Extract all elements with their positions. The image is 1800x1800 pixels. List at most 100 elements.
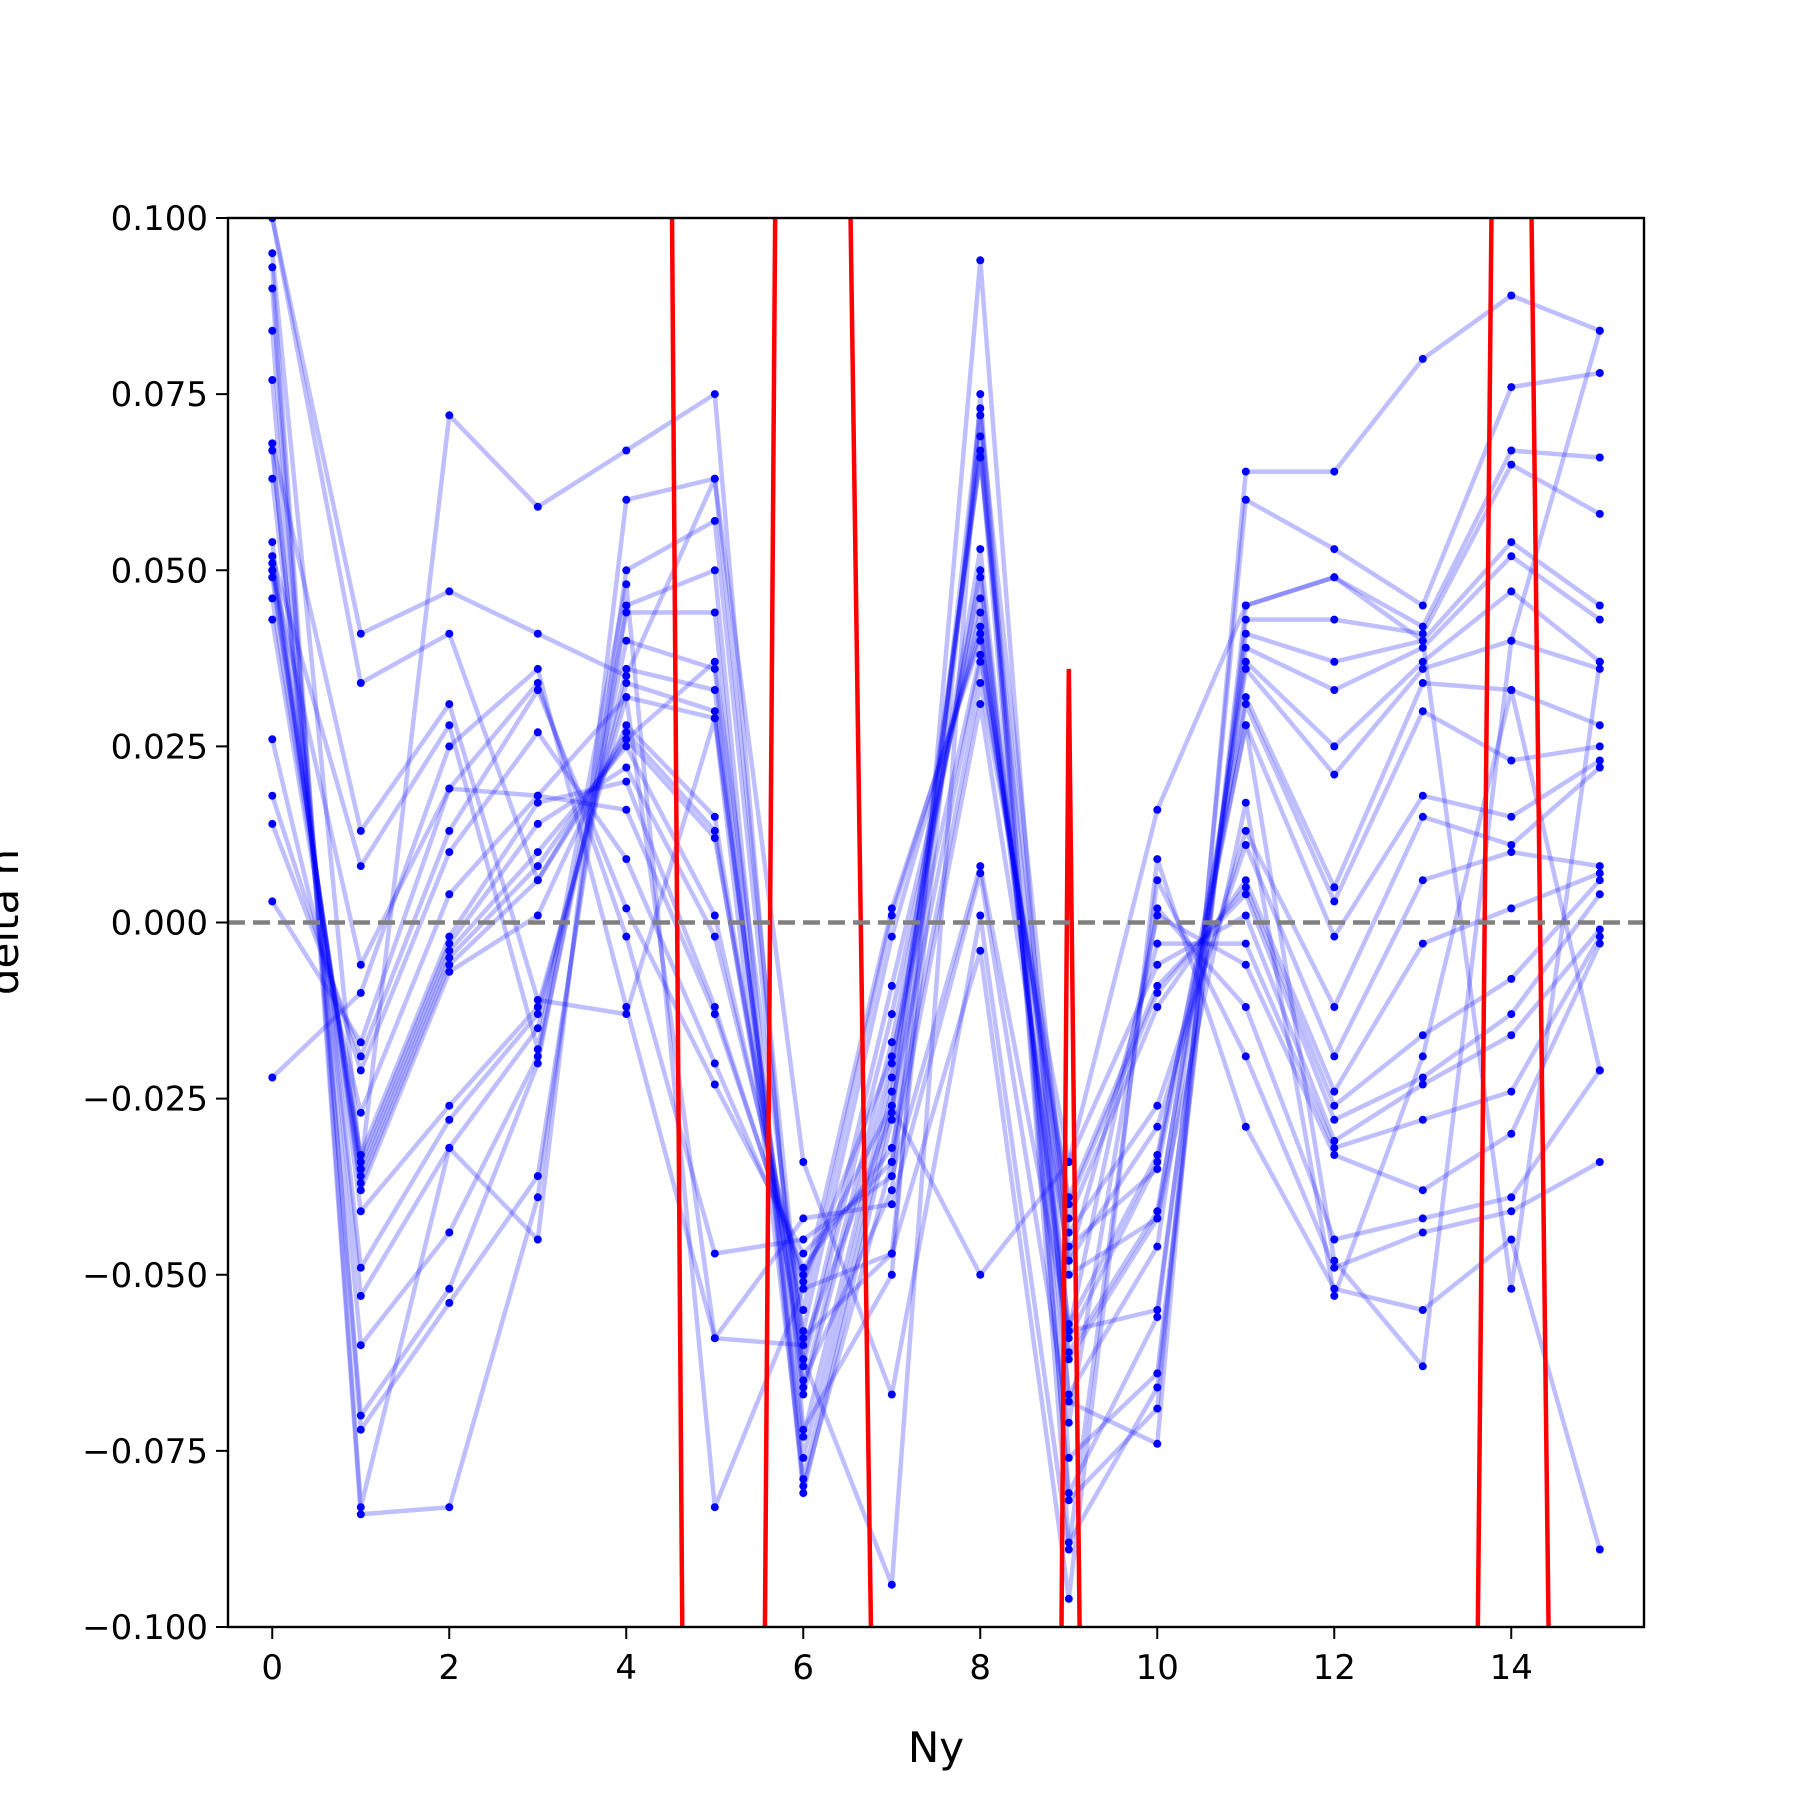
series-18-point	[533, 686, 542, 694]
series-3-point	[268, 284, 277, 293]
series-13-point	[1064, 1228, 1073, 1237]
series-25-point	[1595, 1066, 1604, 1075]
series-17-point	[268, 791, 277, 800]
series-18-point	[356, 1052, 365, 1061]
series-4-point	[622, 601, 631, 610]
series-15-point	[1507, 974, 1516, 983]
series-19-point	[1153, 911, 1162, 920]
series-21-point	[1153, 876, 1162, 885]
series-9-point	[1418, 679, 1427, 687]
series-line-6	[270, 443, 1602, 1461]
series-5-point	[1330, 657, 1339, 666]
series-25-point	[1064, 1270, 1073, 1279]
series-21-point	[1595, 1158, 1604, 1166]
x-tick-label: 6	[792, 1648, 814, 1688]
series-19-point	[533, 679, 542, 687]
series-22-point	[1418, 1306, 1427, 1314]
series-25-point	[1330, 1291, 1339, 1300]
series-20-point	[445, 742, 454, 751]
series-2-point	[622, 495, 631, 504]
series-11-point	[1153, 1151, 1162, 1159]
series-9-point	[268, 538, 277, 547]
series-15-point	[799, 1277, 808, 1286]
series-17-point	[1153, 960, 1162, 969]
series-8-point	[533, 1010, 542, 1019]
series-13-point	[887, 911, 896, 920]
series-2-point	[356, 1503, 365, 1512]
series-12-point	[533, 862, 542, 871]
series-16-point	[356, 1108, 365, 1117]
series-11-point	[356, 1179, 365, 1188]
series-19-point	[1330, 1151, 1339, 1159]
series-3-point	[799, 1376, 808, 1385]
series-5-point	[1241, 629, 1250, 638]
series-13-point	[710, 911, 719, 920]
series-11-point	[887, 981, 896, 990]
series-24-point	[356, 862, 365, 871]
series-20-point	[1153, 904, 1162, 913]
series-9-point	[445, 1101, 454, 1110]
series-21-point	[976, 911, 985, 920]
series-10-point	[976, 594, 985, 603]
series-12-point	[1153, 1122, 1162, 1131]
series-4-point	[1241, 615, 1250, 624]
series-2-point	[1241, 495, 1250, 504]
series-23-point	[1418, 636, 1427, 645]
series-9-point	[1241, 693, 1250, 702]
series-16-point	[1418, 1073, 1427, 1082]
series-14-point	[268, 594, 277, 603]
x-tick-label: 8	[969, 1648, 991, 1688]
x-axis: 0 2 4 6 8 10 12 14	[261, 1627, 1533, 1688]
series-17-point	[533, 728, 542, 737]
y-tick-label: 0.025	[111, 727, 208, 767]
series-7-point	[799, 1432, 808, 1441]
series-10-point	[1595, 742, 1604, 751]
series-10-point	[1064, 1334, 1073, 1343]
series-11-point	[799, 1355, 808, 1364]
series-8-point	[976, 566, 985, 575]
series-5-point	[1595, 601, 1604, 610]
series-2-point	[1507, 383, 1516, 392]
series-22-point	[1064, 1594, 1073, 1603]
series-23-point	[1595, 657, 1604, 666]
series-14-point	[445, 939, 454, 948]
y-tick-label: −0.075	[82, 1432, 208, 1472]
x-tick-label: 14	[1490, 1648, 1533, 1688]
series-line-25	[270, 455, 1602, 1348]
series-13-point	[445, 946, 454, 955]
series-19-point	[356, 1038, 365, 1047]
series-line-3	[270, 288, 1600, 1545]
series-22-point	[710, 657, 719, 666]
series-1-point	[887, 1270, 896, 1279]
series-25-point	[622, 693, 631, 702]
series-line-18	[270, 687, 1602, 1263]
series-17-point	[799, 1263, 808, 1272]
series-line-7	[270, 450, 1602, 1440]
series-24-point	[1418, 1362, 1427, 1371]
series-21-point	[1064, 1545, 1073, 1554]
series-24-point	[976, 411, 985, 420]
series-18-point	[710, 1080, 719, 1089]
series-line-5	[270, 379, 1602, 1496]
series-15-point	[1241, 883, 1250, 892]
series-24-point	[445, 721, 454, 730]
series-5-point	[533, 1059, 542, 1068]
series-line-14	[270, 598, 1601, 1292]
series-7-point	[268, 446, 277, 455]
series-7-point	[445, 1143, 454, 1152]
series-22-point	[356, 679, 365, 687]
series-9-point	[1595, 721, 1604, 730]
series-15-point	[1595, 876, 1604, 885]
series-12-point	[1595, 763, 1604, 772]
series-6-point	[533, 1052, 542, 1061]
series-16-point	[1153, 981, 1162, 990]
series-25-point	[976, 453, 985, 462]
series-4-point	[710, 566, 719, 575]
series-21-point	[445, 587, 454, 596]
series-5-point	[976, 446, 985, 455]
series-20-point	[622, 1003, 631, 1011]
series-2-point	[1595, 369, 1604, 377]
series-13-point	[1507, 848, 1516, 857]
series-7-point	[887, 1073, 896, 1082]
series-line-4	[270, 330, 1601, 1489]
